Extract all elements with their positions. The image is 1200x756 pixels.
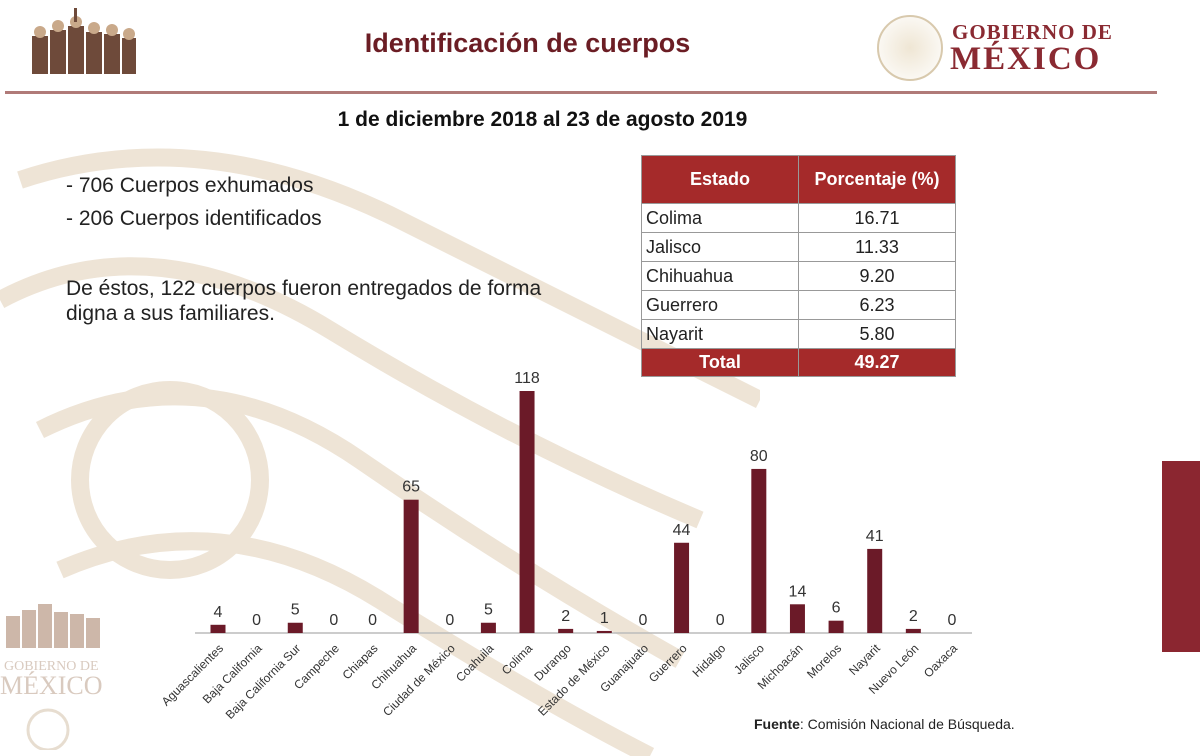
percentage-table: Estado Porcentaje (%) Colima 16.71 Jalisc… <box>641 155 956 377</box>
table-row: Chihuahua 9.20 <box>641 261 956 291</box>
cell-estado: Chihuahua <box>641 261 799 291</box>
bar <box>828 620 844 633</box>
data-label: 41 <box>866 528 884 545</box>
x-tick-label: Jalisco <box>731 641 767 677</box>
header-divider <box>5 91 1157 94</box>
x-tick-label: Oaxaca <box>921 641 960 680</box>
bar <box>789 604 805 633</box>
table-total-row: Total 49.27 <box>641 348 956 377</box>
cell-estado: Nayarit <box>641 319 799 349</box>
summary-paragraph: De éstos, 122 cuerpos fueron entregados … <box>66 277 542 325</box>
svg-text:MÉXICO: MÉXICO <box>0 671 103 700</box>
bullet-exhumados: - 706 Cuerpos exhumados <box>66 174 314 197</box>
cell-pct: 5.80 <box>798 319 956 349</box>
data-label: 118 <box>514 370 540 387</box>
bar <box>287 622 303 633</box>
data-label: 14 <box>789 583 807 600</box>
table-row: Nayarit 5.80 <box>641 319 956 349</box>
cell-estado: Colima <box>641 203 799 233</box>
total-label: Total <box>641 348 799 377</box>
bar <box>596 630 612 633</box>
data-label: 0 <box>252 612 261 629</box>
data-label: 0 <box>638 612 647 629</box>
col-header-porcentaje: Porcentaje (%) <box>798 155 956 204</box>
x-tick-label: Coahuila <box>453 641 497 685</box>
cell-estado: Guerrero <box>641 290 799 320</box>
data-label: 6 <box>832 600 841 617</box>
data-label: 0 <box>329 612 338 629</box>
date-range-subtitle: 1 de diciembre 2018 al 23 de agosto 2019 <box>337 108 748 131</box>
bar <box>480 622 496 633</box>
data-label: 80 <box>750 448 768 465</box>
total-value: 49.27 <box>798 348 956 377</box>
bar <box>210 624 226 633</box>
source-note: Fuente: Comisión Nacional de Búsqueda. <box>754 716 1015 732</box>
bar <box>867 548 883 633</box>
data-label: 1 <box>600 610 609 627</box>
table-row: Jalisco 11.33 <box>641 232 956 262</box>
data-label: 5 <box>484 602 493 619</box>
heroes-logo <box>32 8 136 74</box>
data-label: 4 <box>214 604 223 621</box>
data-label: 0 <box>445 612 454 629</box>
national-seal-logo <box>877 15 943 81</box>
gov-logo-line1: GOBIERNO DE <box>952 20 1113 44</box>
source-text: : Comisión Nacional de Búsqueda. <box>799 716 1015 732</box>
data-label: 0 <box>716 612 725 629</box>
bar <box>674 542 690 633</box>
bar <box>403 499 419 633</box>
col-header-estado: Estado <box>641 155 799 204</box>
x-tick-label: Estado de México <box>535 641 613 719</box>
x-tick-label: Hidalgo <box>690 641 729 680</box>
x-tick-label: Colima <box>499 641 536 678</box>
bullet-identificados: - 206 Cuerpos identificados <box>66 207 322 230</box>
x-tick-label: Nayarit <box>846 641 883 678</box>
bar <box>905 628 921 633</box>
gov-logo-line2: MÉXICO <box>950 41 1102 77</box>
side-accent-bar <box>1162 461 1200 652</box>
data-label: 0 <box>368 612 377 629</box>
svg-text:GOBIERNO DE: GOBIERNO DE <box>4 659 99 674</box>
bar <box>751 468 767 633</box>
data-label: 44 <box>673 522 691 539</box>
data-label: 2 <box>909 608 918 625</box>
data-label: 2 <box>561 608 570 625</box>
cell-estado: Jalisco <box>641 232 799 262</box>
x-tick-label: Morelos <box>804 641 844 681</box>
data-label: 5 <box>291 602 300 619</box>
bar <box>519 391 535 633</box>
data-label: 65 <box>402 479 420 496</box>
source-label: Fuente <box>754 716 800 732</box>
data-label: 0 <box>948 612 957 629</box>
cell-pct: 9.20 <box>798 261 956 291</box>
x-tick-label: Ciudad de México <box>380 641 458 719</box>
bar <box>558 628 574 633</box>
bottom-left-watermark-logo: GOBIERNO DE MÉXICO <box>0 604 103 750</box>
cell-pct: 11.33 <box>798 232 956 262</box>
page-title: Identificación de cuerpos <box>364 28 691 58</box>
x-tick-label: Guerrero <box>646 641 690 685</box>
